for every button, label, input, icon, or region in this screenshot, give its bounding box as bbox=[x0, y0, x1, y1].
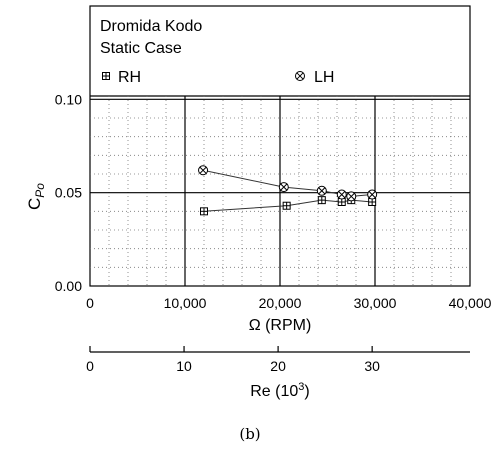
legend-marker-lh bbox=[295, 71, 305, 81]
x-tick-label: 20,000 bbox=[259, 295, 302, 311]
y-tick-label: 0.05 bbox=[55, 185, 82, 201]
data-point-lh bbox=[336, 189, 347, 200]
secondary-axis-tick-label: 30 bbox=[364, 358, 380, 374]
y-tick-label: 0.10 bbox=[55, 91, 82, 107]
major-grid bbox=[90, 96, 470, 286]
legend-label-lh: LH bbox=[314, 69, 334, 86]
x-tick-label: 0 bbox=[86, 295, 94, 311]
y-tick-label: 0.00 bbox=[55, 278, 82, 294]
legend-marker-rh bbox=[102, 72, 110, 80]
data-point-rh bbox=[282, 201, 291, 210]
secondary-axis-label: Re (103) bbox=[250, 381, 309, 400]
data-point-rh bbox=[368, 198, 377, 206]
tick-labels: 0 10,000 20,000 30,000 40,000 0.00 0.05 0.10 bbox=[55, 91, 492, 311]
data-point-rh bbox=[317, 196, 326, 205]
data-point-rh bbox=[200, 207, 208, 216]
annotation-line-1: Dromida Kodo bbox=[100, 18, 202, 35]
legend-marker-lh-glyph bbox=[295, 71, 305, 81]
legend: RH LH bbox=[102, 69, 334, 86]
secondary-axis: 0 10 20 30 bbox=[86, 346, 470, 374]
series-markers bbox=[198, 165, 378, 216]
x-axis-label: Ω (RPM) bbox=[249, 317, 312, 334]
figure-caption: (b) bbox=[239, 425, 260, 443]
legend-label-rh: RH bbox=[118, 69, 141, 86]
secondary-axis-tick-label: 0 bbox=[86, 358, 94, 374]
x-tick-label: 40,000 bbox=[449, 295, 492, 311]
legend-marker-rh-glyph bbox=[102, 72, 110, 80]
data-point-lh bbox=[367, 189, 378, 200]
x-tick-label: 30,000 bbox=[354, 295, 397, 311]
data-point-rh bbox=[337, 198, 346, 206]
data-point-lh bbox=[198, 165, 209, 176]
data-point-lh bbox=[346, 191, 357, 202]
data-point-lh bbox=[278, 182, 289, 193]
data-point-lh bbox=[316, 185, 327, 196]
x-tick-label: 10,000 bbox=[164, 295, 207, 311]
secondary-axis-tick-label: 10 bbox=[176, 358, 192, 374]
secondary-axis-tick-label: 20 bbox=[270, 358, 286, 374]
y-axis-label: CPo bbox=[25, 183, 47, 210]
minor-grid bbox=[90, 96, 470, 286]
annotation-line-2: Static Case bbox=[100, 40, 182, 57]
